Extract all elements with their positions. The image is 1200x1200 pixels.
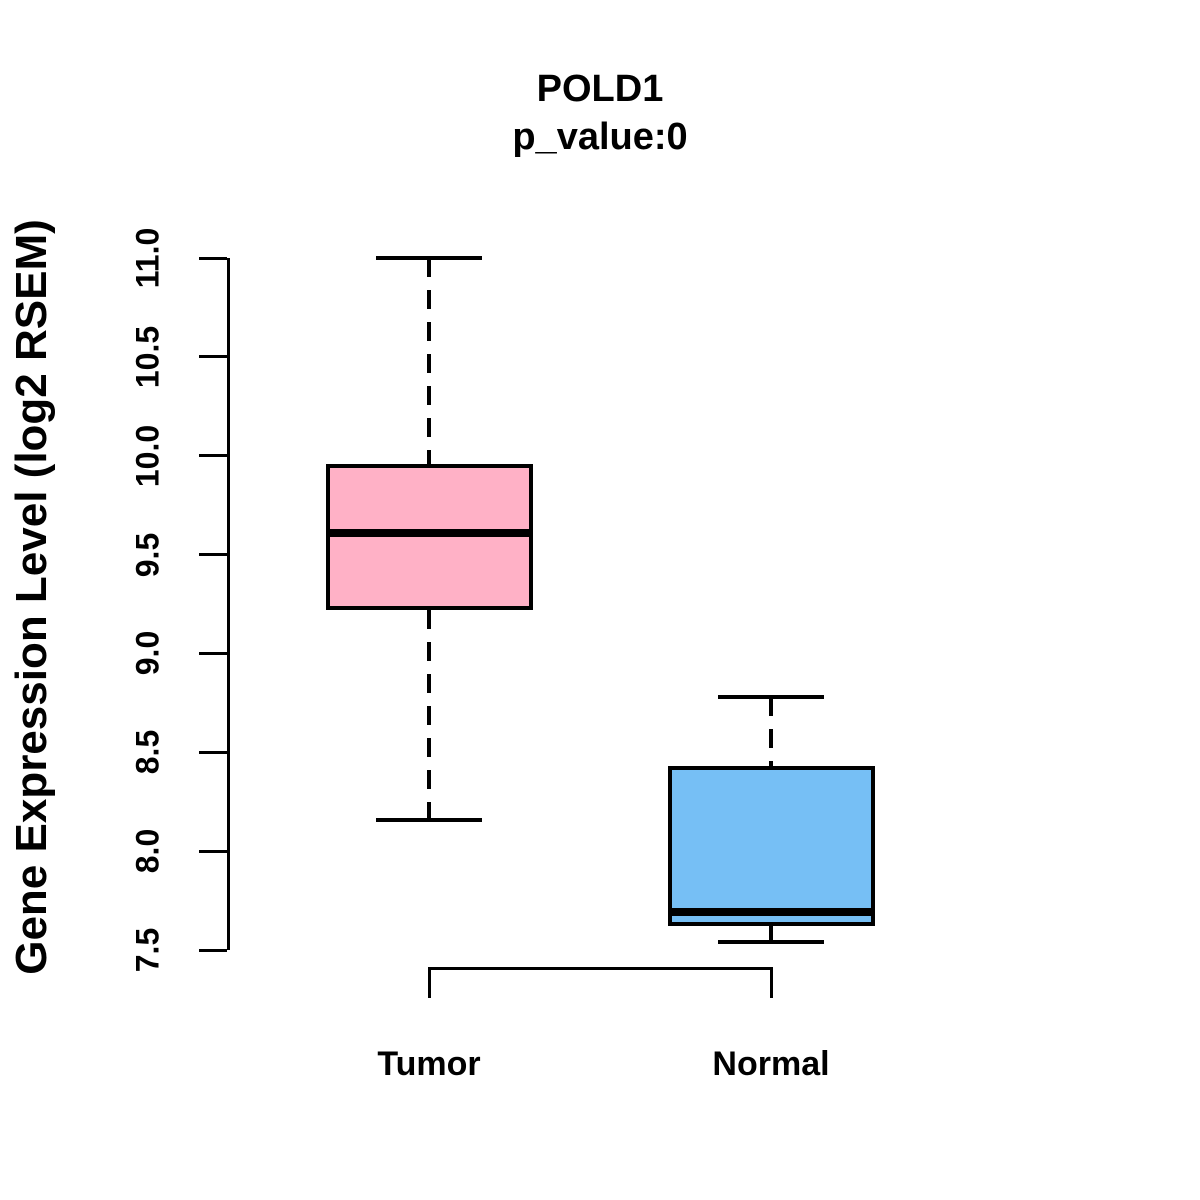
y-axis-tick-label: 9.0 [129, 631, 166, 676]
normal-lower-whisker [769, 926, 773, 943]
tumor-median-line [325, 528, 533, 537]
y-axis-line [227, 258, 230, 950]
y-axis-tick [199, 651, 227, 655]
normal-median-line [667, 908, 875, 917]
tumor-upper-whisker [427, 258, 431, 464]
normal-upper-whisker-cap [718, 694, 824, 699]
normal-lower-whisker-cap [718, 940, 824, 945]
y-axis-tick-label: 8.5 [129, 730, 166, 775]
tumor-lower-whisker [427, 609, 431, 820]
y-axis-tick-label: 8.0 [129, 828, 166, 874]
chart-title: POLD1 [536, 68, 664, 110]
y-axis-tick-label: 10.5 [129, 325, 166, 388]
y-axis-tick [199, 849, 227, 853]
x-category-label-tumor: Tumor [377, 1045, 481, 1083]
comparison-bracket-right [769, 967, 773, 998]
y-axis-tick [199, 256, 227, 260]
comparison-bracket-top [427, 967, 773, 970]
x-category-label-normal: Normal [712, 1045, 830, 1083]
y-axis-tick [199, 454, 227, 458]
y-axis-tick-label: 10.0 [129, 424, 166, 487]
tumor-upper-whisker-cap [376, 256, 482, 260]
normal-box [667, 766, 875, 927]
y-axis-label: Gene Expression Level (log2 RSEM) [7, 219, 56, 975]
y-axis-tick-label: 11.0 [129, 227, 166, 289]
y-axis-tick [199, 355, 227, 359]
y-axis-tick [199, 750, 227, 754]
normal-upper-whisker [769, 696, 773, 767]
y-axis-tick-label: 7.5 [129, 927, 166, 973]
y-axis-tick [199, 948, 227, 952]
y-axis-tick-label: 9.5 [129, 532, 166, 577]
chart-subtitle: p_value:0 [512, 116, 688, 158]
tumor-lower-whisker-cap [376, 817, 482, 822]
comparison-bracket-left [427, 967, 431, 998]
y-axis-tick [199, 553, 227, 557]
